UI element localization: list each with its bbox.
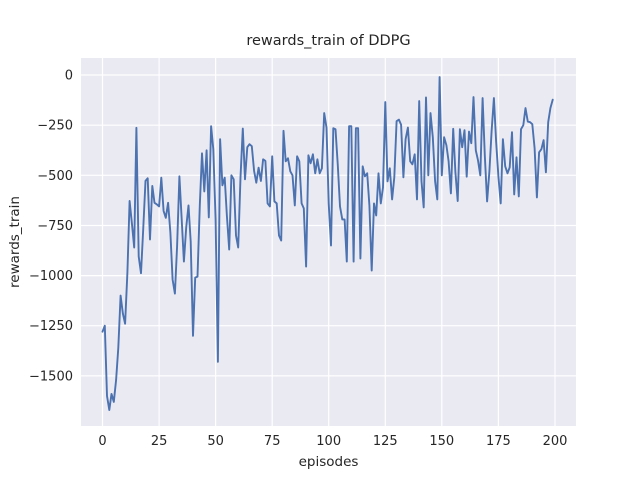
- grid-lines: [81, 58, 576, 426]
- x-tick-label: 125: [373, 434, 398, 449]
- y-tick-label: −1250: [29, 319, 73, 334]
- y-tick-label: −500: [37, 169, 73, 184]
- rewards-line: [101, 76, 554, 411]
- y-tick-label: −250: [37, 119, 73, 134]
- x-tick-label: 75: [264, 434, 281, 449]
- x-tick-label: 175: [486, 434, 511, 449]
- x-tick-label: 200: [543, 434, 568, 449]
- x-tick-label: 50: [207, 434, 224, 449]
- y-axis-label: rewards_train: [7, 196, 23, 288]
- x-tick-labels: 0 25 50 75 100 125 150 175 200: [98, 434, 567, 449]
- chart-title: rewards_train of DDPG: [246, 33, 410, 49]
- y-tick-labels: 0 −250 −500 −750 −1000 −1250 −1500: [29, 69, 73, 385]
- x-tick-label: 150: [429, 434, 454, 449]
- x-tick-label: 0: [98, 434, 106, 449]
- x-tick-label: 25: [151, 434, 168, 449]
- y-tick-label: 0: [65, 69, 73, 84]
- x-tick-label: 100: [316, 434, 341, 449]
- x-axis-label: episodes: [299, 454, 359, 470]
- y-tick-label: −750: [37, 219, 73, 234]
- y-tick-label: −1500: [29, 369, 73, 384]
- y-tick-label: −1000: [29, 269, 73, 284]
